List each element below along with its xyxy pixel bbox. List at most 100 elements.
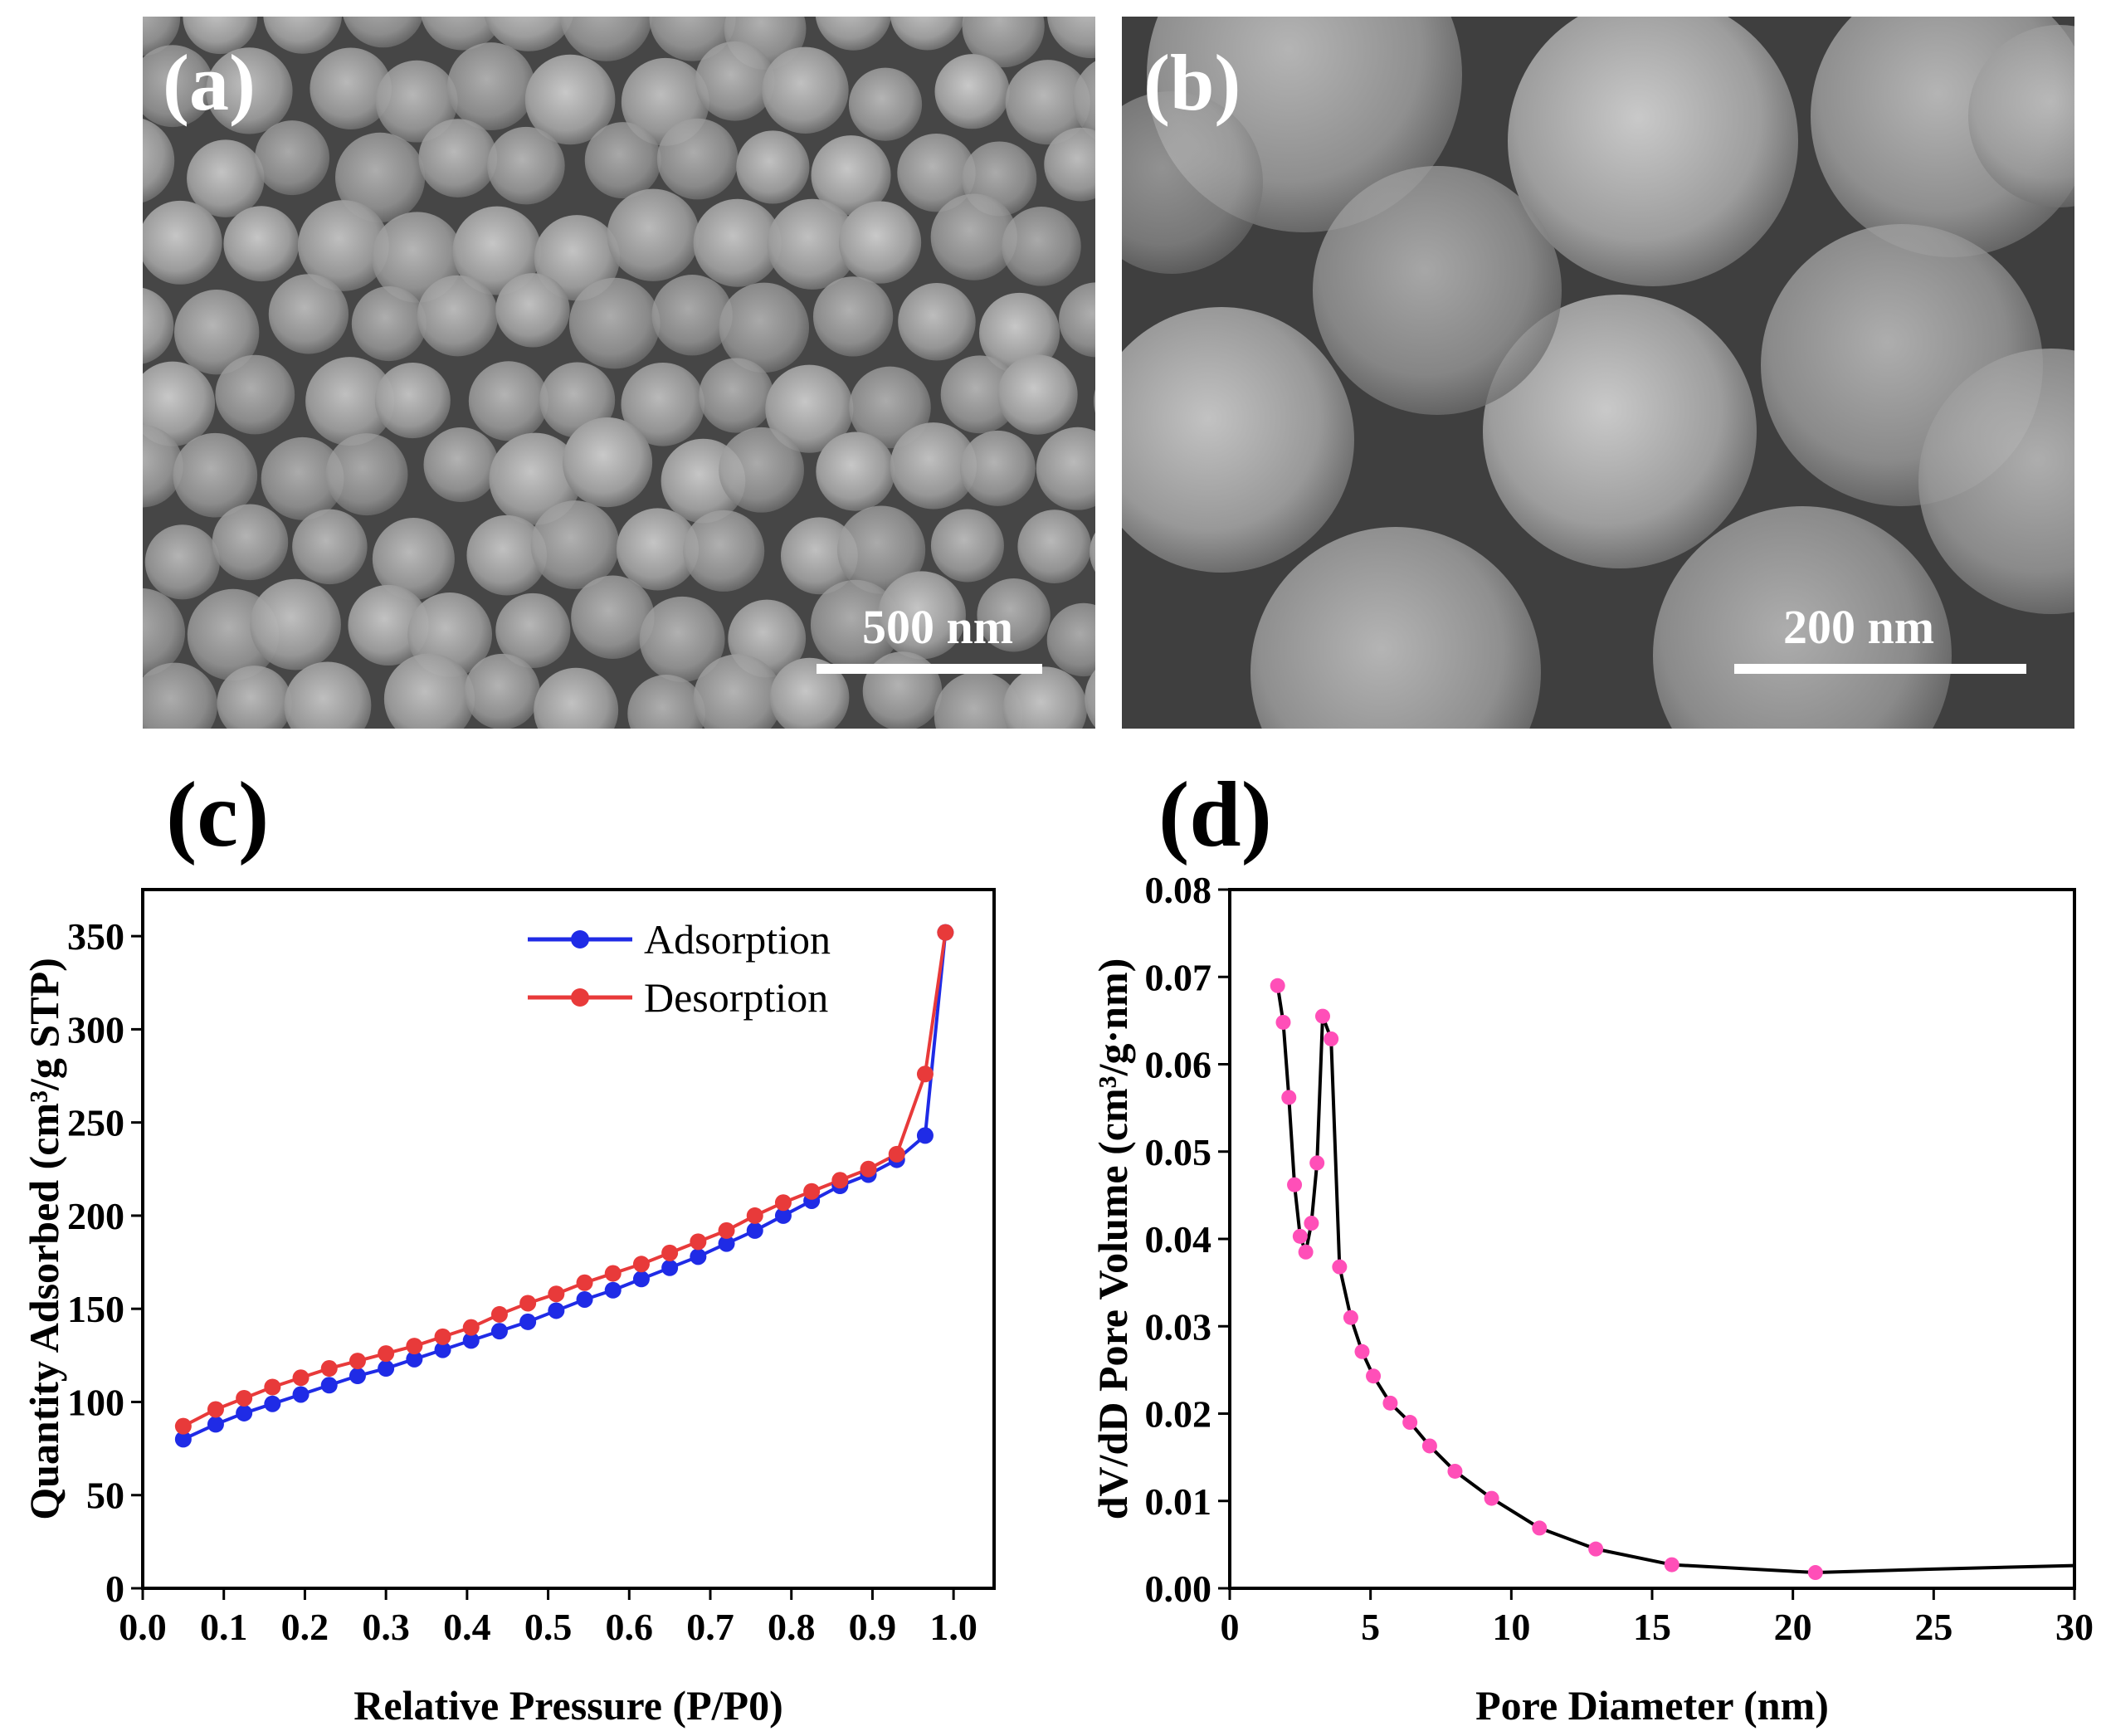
sem-a-sphere (639, 596, 725, 682)
chart-c-x-tick-label: 0.4 (443, 1606, 491, 1648)
sem-image-b-spheres (1122, 17, 2074, 729)
chart-c-desorption-point (174, 1417, 192, 1435)
sem-a-sphere (421, 17, 504, 51)
chart-d-pore-point (1314, 1008, 1330, 1024)
chart-d-x-tick-label: 25 (1914, 1606, 1952, 1648)
sem-a-sphere (930, 509, 1004, 583)
sem-a-sphere (534, 215, 620, 301)
scale-bar-label-a: 500 nm (861, 600, 1014, 654)
sem-image-b (1122, 17, 2074, 729)
sem-a-sphere (1005, 60, 1090, 145)
chart-d-pore-point (1298, 1244, 1314, 1260)
sem-a-sphere (143, 424, 183, 508)
chart-c-desorption-point (661, 1244, 679, 1261)
chart-d-y-tick-label: 0.03 (1145, 1305, 1212, 1348)
sem-image-a-spheres (143, 17, 1095, 729)
panel-label-d: (d) (1158, 763, 1272, 866)
chart-c-adsorption-point (718, 1235, 735, 1252)
chart-c-legend-adsorption-marker (571, 930, 589, 948)
chart-d-x-tick-label: 15 (1633, 1606, 1671, 1648)
sem-a-sphere (351, 286, 427, 362)
chart-c-y-tick-label: 350 (67, 915, 124, 958)
sem-a-sphere (607, 188, 700, 281)
chart-c-desorption-point (434, 1328, 451, 1345)
chart-c-adsorption-point (690, 1248, 707, 1265)
chart-c-adsorption-point (632, 1270, 650, 1288)
sem-a-sphere (1002, 207, 1081, 286)
chart-c-desorption-point (406, 1338, 423, 1355)
chart-c-x-tick-label: 1.0 (929, 1606, 977, 1648)
chart-d-pore-point (1324, 1031, 1339, 1046)
chart-c-x-tick-label: 0.5 (524, 1606, 573, 1648)
chart-d-pore-point (1270, 978, 1285, 993)
sem-a-sphere (144, 524, 220, 600)
chart-d-pore-point (1588, 1541, 1604, 1557)
chart-d-pore-point (1366, 1368, 1382, 1384)
chart-d-pore-point (1275, 1014, 1291, 1030)
chart-d-pore-point (1287, 1177, 1303, 1192)
chart-c-desorption-point (803, 1183, 821, 1200)
sem-a-sphere (487, 126, 565, 205)
sem-a-sphere (811, 135, 891, 216)
sem-a-sphere (898, 283, 976, 361)
sem-a-sphere (325, 433, 408, 516)
sem-a-sphere (934, 54, 1010, 129)
chart-d-pore-point (1292, 1228, 1308, 1244)
chart-c-y-tick-label: 50 (86, 1475, 124, 1517)
chart-c-x-tick-label: 0.1 (200, 1606, 248, 1648)
chart-c-x-tick-label: 0.8 (768, 1606, 816, 1648)
sem-a-sphere (810, 579, 901, 670)
chart-c-adsorption-point (490, 1323, 508, 1340)
chart-c-adsorption-point (434, 1341, 451, 1358)
sem-a-sphere (736, 130, 810, 204)
chart-d-pore-point (1532, 1520, 1548, 1536)
sem-a-sphere (383, 653, 475, 729)
sem-a-sphere (693, 198, 782, 287)
sem-a-sphere (719, 427, 804, 513)
chart-c-adsorption-point (548, 1302, 565, 1319)
sem-a-sphere (997, 354, 1078, 435)
sem-a-sphere (977, 578, 1051, 652)
sem-a-sphere (769, 657, 850, 729)
chart-c-legend-adsorption-label: Adsorption (644, 916, 831, 963)
sem-a-sphere (534, 667, 619, 729)
panel-label-b: (b) (1143, 38, 1241, 127)
chart-d-pore-point (1402, 1415, 1418, 1431)
sem-b-sphere (1122, 307, 1354, 573)
chart-c-desorption-point (320, 1360, 338, 1378)
chart-c-desorption-line (182, 932, 948, 1428)
chart-c-desorption-point (378, 1345, 395, 1363)
sem-a-sphere (816, 432, 895, 511)
chart-d-pore-point (1332, 1259, 1348, 1275)
chart-c-desorption-point (292, 1369, 310, 1387)
chart-c-x-tick-label: 0.0 (119, 1606, 167, 1648)
sem-a-sphere (255, 120, 330, 196)
sem-a-sphere (173, 432, 258, 518)
chart-c-desorption-point (690, 1233, 707, 1251)
sem-a-sphere (489, 432, 582, 525)
chart-c-adsorption-point (774, 1207, 792, 1224)
chart-c-adsorption-point (604, 1281, 622, 1299)
sem-a-sphere (468, 361, 548, 441)
chart-c-adsorption-point (292, 1386, 310, 1403)
chart-d-pore-point (1281, 1090, 1297, 1105)
sem-a-sphere (466, 514, 548, 596)
sem-a-sphere (1044, 127, 1095, 202)
chart-c-adsorption-point (916, 1127, 934, 1144)
chart-c-adsorption-point (320, 1377, 338, 1394)
sem-a-sphere (263, 17, 343, 54)
sem-a-sphere (812, 276, 894, 357)
sem-a-sphere (1002, 666, 1088, 729)
sem-a-sphere (143, 45, 214, 128)
sem-image-a (143, 17, 1095, 729)
chart-d-y-tick-label: 0.05 (1145, 1131, 1212, 1173)
chart-d-x-tick-label: 30 (2055, 1606, 2094, 1648)
chart-c-desorption-point (888, 1145, 905, 1163)
sem-a-sphere (348, 584, 429, 666)
sem-a-sphere (959, 430, 1036, 506)
chart-d-y-tick-label: 0.06 (1145, 1044, 1212, 1086)
chart-d-x-tick-label: 0 (1221, 1606, 1240, 1648)
sem-a-sphere (143, 662, 218, 729)
sem-b-sphere (1250, 527, 1541, 729)
